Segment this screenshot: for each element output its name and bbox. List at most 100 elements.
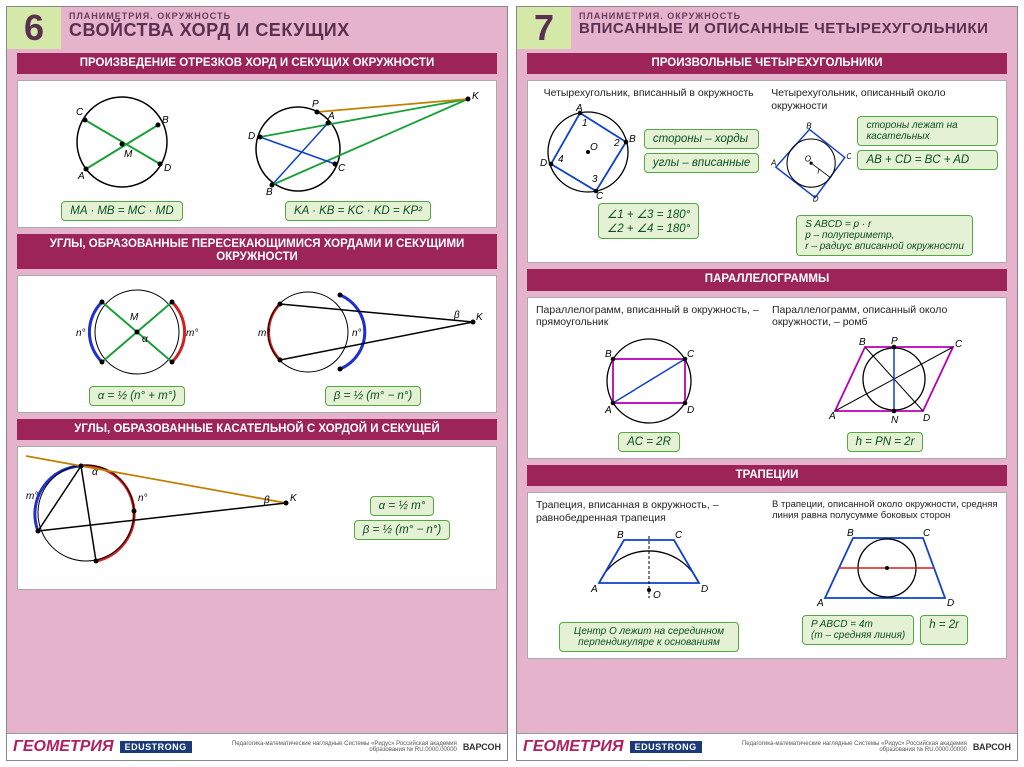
formula-box: AB + CD = BC + AD [857,150,998,170]
formula-box: стороны – хорды [644,129,759,149]
svg-text:D: D [923,413,930,424]
formula-box: ∠1 + ∠3 = 180° ∠2 + ∠4 = 180° [598,203,699,239]
formula-box: α = ½ m° [370,496,435,516]
svg-text:M: M [130,312,139,323]
panel: m° n° α β K α = ½ m° β = ½ (m° − n°) [17,446,497,590]
barson-logo: ВАРСОН [463,742,501,752]
svg-text:A: A [575,104,583,114]
secant-angle-diagram: m° n° β K [258,282,488,382]
titles: ПЛАНИМЕТРИЯ. ОКРУЖНОСТЬ ВПИСАННЫЕ И ОПИС… [571,7,1017,49]
chord-angle-diagram: n° m° M α [62,282,212,382]
svg-text:A: A [771,159,776,168]
caption: Трапеция, вписанная в окружность, – равн… [536,499,762,524]
formula-box: P ABCD = 4m (m – средняя линия) [802,615,914,645]
svg-text:D: D [701,584,708,595]
formula-box: h = 2r [920,615,968,645]
svg-text:K: K [476,312,484,323]
svg-text:A: A [77,171,85,182]
formula-box: MA · MB = MC · MD [61,201,182,221]
svg-text:C: C [76,107,84,118]
svg-text:K: K [472,91,480,102]
svg-text:D: D [164,163,171,174]
edustrong-logo: EDUSTRONG [630,741,702,753]
header: 6 ПЛАНИМЕТРИЯ. ОКРУЖНОСТЬ СВОЙСТВА ХОРД … [7,7,507,49]
svg-text:B: B [617,530,624,541]
formula-box: S ABCD = p · r p – полупериметр, r – рад… [796,215,973,256]
svg-text:O: O [653,590,661,601]
svg-text:4: 4 [558,154,564,165]
svg-text:C: C [847,152,852,161]
caption: Четырехугольник, вписанный в окружность [544,87,754,100]
section-header: ПАРАЛЛЕЛОГРАММЫ [527,269,1007,290]
svg-text:m°: m° [26,491,38,502]
svg-text:A: A [828,411,836,422]
svg-text:1: 1 [582,118,588,129]
svg-text:n°: n° [352,328,362,339]
svg-text:P: P [312,99,319,110]
svg-text:α: α [92,467,98,478]
svg-text:3: 3 [592,174,598,185]
svg-text:C: C [338,163,346,174]
svg-text:r: r [818,167,821,176]
circumscribed-rhombus-diagram: A B C D N P [805,333,965,428]
panel: Четырехугольник, вписанный в окружность … [527,80,1007,263]
section-header: УГЛЫ, ОБРАЗОВАННЫЕ ПЕРЕСЕКАЮЩИМИСЯ ХОРДА… [17,234,497,268]
formula-box: углы – вписанные [644,153,759,173]
svg-text:C: C [687,349,695,360]
main-title: ВПИСАННЫЕ И ОПИСАННЫЕ ЧЕТЫРЕХУГОЛЬНИКИ [579,21,1009,37]
formula-box: α = ½ (n° + m°) [89,386,185,406]
sections: ПРОИЗВЕДЕНИЕ ОТРЕЗКОВ ХОРД И СЕКУЩИХ ОКР… [7,49,507,733]
chord-product-diagram: A B C D M [52,87,192,197]
svg-text:n°: n° [138,493,148,504]
circumscribed-quad-diagram: B C D A O r [771,116,851,211]
inscribed-rect-diagram: B C A D [579,333,719,428]
edustrong-logo: EDUSTRONG [120,741,192,753]
caption: Параллелограмм, описанный около окружнос… [772,304,998,329]
svg-text:A: A [327,111,335,122]
svg-text:A: A [604,405,612,416]
svg-text:D: D [813,195,819,204]
tangent-angle-diagram: m° n° α β K [26,453,306,583]
svg-text:β: β [453,310,460,321]
svg-text:α: α [142,334,148,345]
svg-text:M: M [124,149,133,160]
svg-text:B: B [605,349,612,360]
svg-text:C: C [675,530,683,541]
page-number: 6 [7,7,61,49]
svg-text:D: D [687,405,694,416]
header: 7 ПЛАНИМЕТРИЯ. ОКРУЖНОСТЬ ВПИСАННЫЕ И ОП… [517,7,1017,49]
svg-text:D: D [947,598,954,609]
svg-text:B: B [859,337,866,348]
section-header: УГЛЫ, ОБРАЗОВАННЫЕ КАСАТЕЛЬНОЙ С ХОРДОЙ … [17,419,497,440]
panel: n° m° M α α = ½ (n° + m°) [17,275,497,413]
formula-box: Центр O лежит на серединном перпендикуля… [559,622,739,652]
svg-text:C: C [955,339,963,350]
fine-print: Педагогика-математические наглядные Сист… [708,741,967,753]
svg-text:2: 2 [613,138,620,149]
sections: ПРОИЗВОЛЬНЫЕ ЧЕТЫРЕХУГОЛЬНИКИ Четырехуго… [517,49,1017,733]
svg-text:B: B [847,528,854,539]
svg-text:B: B [629,134,636,145]
panel: A B C D M MA · MB = MC · MD [17,80,497,228]
caption: Параллелограмм, вписанный в окружность, … [536,304,762,329]
barson-logo: ВАРСОН [973,742,1011,752]
titles: ПЛАНИМЕТРИЯ. ОКРУЖНОСТЬ СВОЙСТВА ХОРД И … [61,7,507,49]
main-title: СВОЙСТВА ХОРД И СЕКУЩИХ [69,21,499,40]
circumscribed-trapezoid-diagram: A B C D [805,526,965,611]
inscribed-quad-diagram: A B C D O 1 2 3 4 [538,104,638,199]
svg-text:N: N [891,415,899,426]
page-number: 7 [517,7,571,49]
formula-box: стороны лежат на касательных [857,116,998,146]
formula-box: β = ½ (m° − n°) [325,386,421,406]
footer: ГЕОМЕТРИЯ EDUSTRONG Педагогика-математич… [517,733,1017,760]
svg-text:O: O [805,155,812,164]
formula-box: β = ½ (m° − n°) [354,520,450,540]
formula-box: KA · KB = KC · KD = KP² [285,201,431,221]
svg-text:A: A [590,584,598,595]
svg-text:D: D [248,131,255,142]
formula-box: AC = 2R [618,432,680,452]
svg-text:K: K [290,493,298,504]
inscribed-trapezoid-diagram: A B C D O [569,528,729,618]
section-header: ПРОИЗВЕДЕНИЕ ОТРЕЗКОВ ХОРД И СЕКУЩИХ ОКР… [17,53,497,74]
svg-text:D: D [540,158,547,169]
